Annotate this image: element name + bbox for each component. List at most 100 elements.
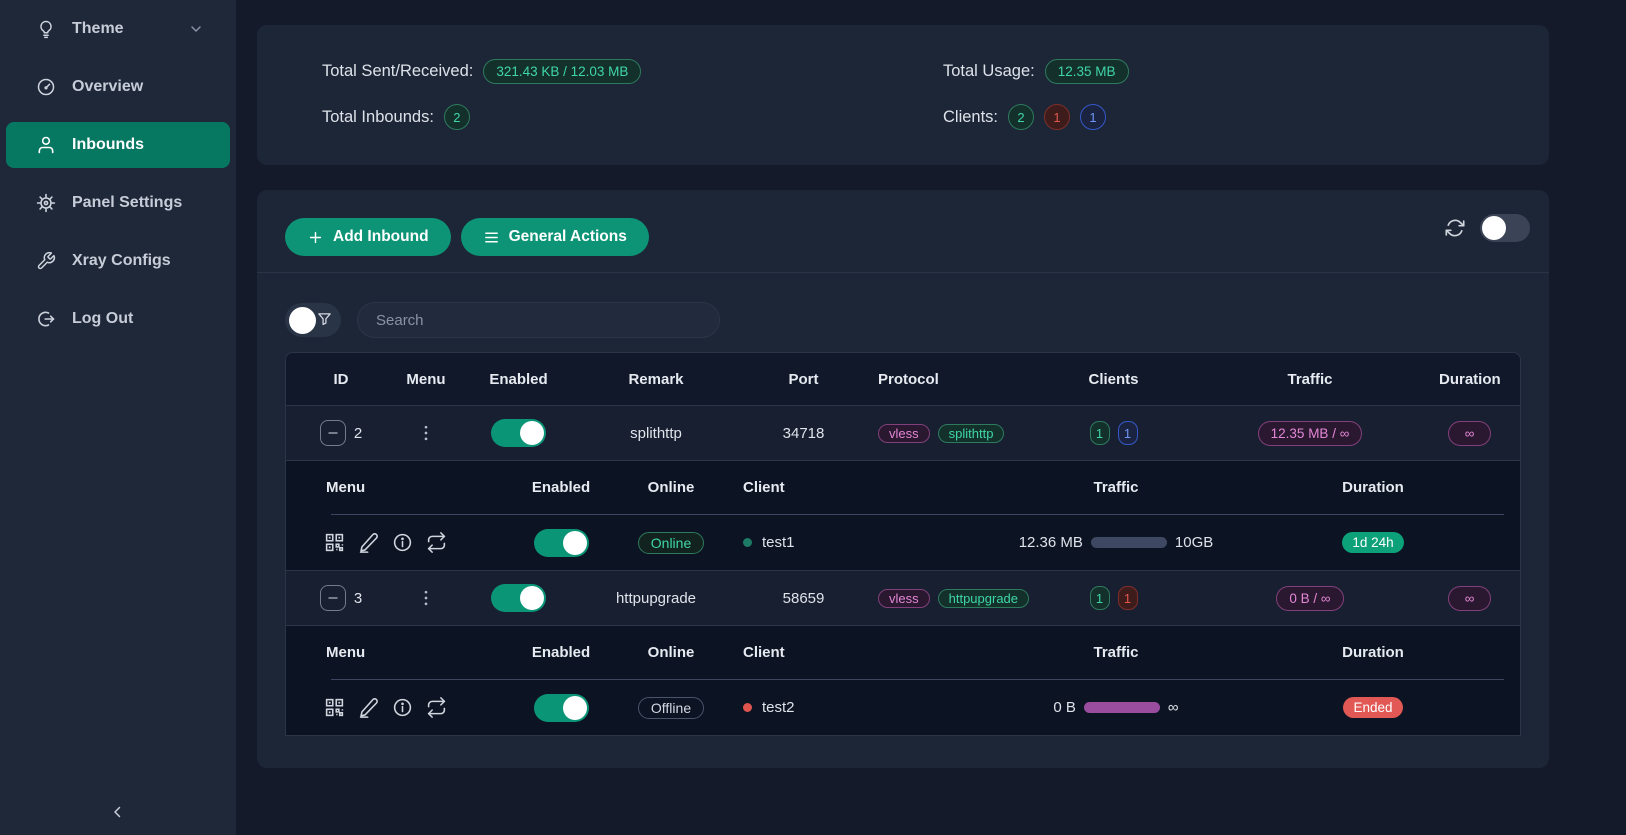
sub-col-client: Client xyxy=(743,644,785,661)
toggle-knob xyxy=(289,306,316,334)
table-header-row: ID Menu Enabled Remark Port Protocol Cli… xyxy=(286,353,1520,405)
client-count-badge: 1 xyxy=(1117,586,1138,610)
client-enabled-toggle[interactable] xyxy=(533,693,589,722)
id-cell: 3 xyxy=(286,585,396,611)
panel-top-controls xyxy=(1444,214,1530,242)
client-name-cell: test1 xyxy=(721,534,961,551)
subtable-divider xyxy=(331,679,1504,680)
traffic-total: 10GB xyxy=(1174,534,1214,551)
traffic-cell: 0 B / ∞ xyxy=(1181,585,1439,611)
online-status-badge: Online xyxy=(637,531,705,554)
total-inbounds-badge: 2 xyxy=(443,104,470,130)
refresh-icon[interactable] xyxy=(1444,217,1466,239)
sub-col-enabled: Enabled xyxy=(531,479,591,496)
theme-selector[interactable]: Theme xyxy=(6,8,230,50)
transport-tag: splithttp xyxy=(937,423,1005,443)
client-count-badge: 1 xyxy=(1089,421,1110,445)
collapse-row-button[interactable] xyxy=(319,585,346,611)
sidebar-item-panel-settings[interactable]: Panel Settings xyxy=(6,180,230,226)
col-header-enabled: Enabled xyxy=(489,370,548,388)
col-header-menu: Menu xyxy=(406,370,446,388)
traffic-badge: 0 B / ∞ xyxy=(1276,585,1344,611)
auto-refresh-toggle[interactable] xyxy=(1480,214,1530,242)
repeat-icon[interactable] xyxy=(426,532,447,553)
traffic-total: ∞ xyxy=(1167,699,1179,716)
sub-col-traffic: Traffic xyxy=(1093,644,1139,661)
traffic-badge: 12.35 MB / ∞ xyxy=(1257,420,1363,446)
inbound-enabled-toggle[interactable] xyxy=(491,584,546,612)
wrench-icon xyxy=(36,251,56,271)
sub-col-menu: Menu xyxy=(326,479,366,496)
general-actions-button[interactable]: General Actions xyxy=(460,218,649,256)
remark-cell: httpupgrade xyxy=(615,589,697,607)
clients-cell: 1 1 xyxy=(1046,421,1181,445)
col-header-remark: Remark xyxy=(628,370,684,388)
duration-badge: Ended xyxy=(1343,697,1403,718)
stat-total-inbounds: Total Inbounds: 2 xyxy=(322,101,943,133)
traffic-progress-bar xyxy=(1090,537,1167,548)
col-header-traffic: Traffic xyxy=(1287,370,1333,388)
clients-deactive-badge: 1 xyxy=(1044,104,1071,130)
search-row xyxy=(285,302,720,338)
logout-icon xyxy=(36,309,56,329)
sub-col-enabled: Enabled xyxy=(531,644,591,661)
inbound-enabled-toggle[interactable] xyxy=(491,419,546,447)
user-icon xyxy=(36,135,56,155)
sub-col-online: Online xyxy=(647,479,695,496)
stat-sent-received: Total Sent/Received: 321.43 KB / 12.03 M… xyxy=(322,55,943,87)
vertical-dots-icon[interactable] xyxy=(416,588,436,608)
subtable-header-row: Menu Enabled Online Client Traffic Durat… xyxy=(286,461,1520,514)
repeat-icon[interactable] xyxy=(426,697,447,718)
protocol-cell: vless httpupgrade xyxy=(876,588,1046,608)
sidebar: Theme Overview Inbounds xyxy=(0,0,236,835)
qr-code-icon[interactable] xyxy=(324,697,345,718)
sub-col-client: Client xyxy=(743,479,785,496)
toolbar: Add Inbound General Actions xyxy=(285,218,649,256)
sidebar-item-xray-configs[interactable]: Xray Configs xyxy=(6,238,230,284)
client-enabled-toggle[interactable] xyxy=(533,528,589,557)
general-actions-label: General Actions xyxy=(508,228,627,245)
funnel-icon xyxy=(316,311,333,328)
client-subtable: Menu Enabled Online Client Traffic Durat… xyxy=(286,460,1520,570)
toggle-knob xyxy=(520,421,544,445)
subtable-header-row: Menu Enabled Online Client Traffic Durat… xyxy=(286,626,1520,679)
client-count-badge: 1 xyxy=(1089,586,1110,610)
info-icon[interactable] xyxy=(392,697,413,718)
duration-cell: ∞ xyxy=(1439,420,1520,446)
add-inbound-button[interactable]: Add Inbound xyxy=(285,218,451,256)
traffic-cell: 12.35 MB / ∞ xyxy=(1181,420,1439,446)
client-name-cell: test2 xyxy=(721,699,961,716)
qr-code-icon[interactable] xyxy=(324,532,345,553)
client-subtable: Menu Enabled Online Client Traffic Durat… xyxy=(286,625,1520,735)
pencil-icon[interactable] xyxy=(358,532,379,553)
stat-label: Total Inbounds: xyxy=(322,107,434,126)
lightbulb-icon xyxy=(36,19,56,39)
pencil-icon[interactable] xyxy=(358,697,379,718)
port-cell: 34718 xyxy=(782,424,825,442)
sidebar-collapse-button[interactable] xyxy=(0,803,236,821)
toggle-knob xyxy=(1482,216,1506,240)
search-input[interactable] xyxy=(357,302,720,338)
toggle-knob xyxy=(520,586,544,610)
protocol-tag: vless xyxy=(878,423,930,443)
inbounds-table: ID Menu Enabled Remark Port Protocol Cli… xyxy=(285,352,1521,736)
client-online-cell: Offline xyxy=(621,696,721,719)
transport-tag: httpupgrade xyxy=(937,588,1030,608)
sidebar-item-log-out[interactable]: Log Out xyxy=(6,296,230,342)
menu-lines-icon xyxy=(483,229,500,246)
online-status-badge: Offline xyxy=(637,696,705,719)
client-row: Offline test2 0 B ∞ Ended xyxy=(286,680,1520,735)
vertical-dots-icon[interactable] xyxy=(416,423,436,443)
traffic-progress-bar xyxy=(1083,702,1160,713)
client-duration-cell: Ended xyxy=(1271,697,1520,718)
filter-toggle[interactable] xyxy=(285,303,341,337)
sidebar-item-overview[interactable]: Overview xyxy=(6,64,230,110)
port-cell: 58659 xyxy=(782,589,825,607)
sidebar-item-label: Log Out xyxy=(72,310,134,327)
collapse-row-button[interactable] xyxy=(319,420,346,446)
stat-clients: Clients: 2 1 1 xyxy=(943,101,1549,133)
duration-badge: ∞ xyxy=(1447,420,1492,446)
info-icon[interactable] xyxy=(392,532,413,553)
col-header-id: ID xyxy=(333,370,349,388)
sidebar-item-inbounds[interactable]: Inbounds xyxy=(6,122,230,168)
